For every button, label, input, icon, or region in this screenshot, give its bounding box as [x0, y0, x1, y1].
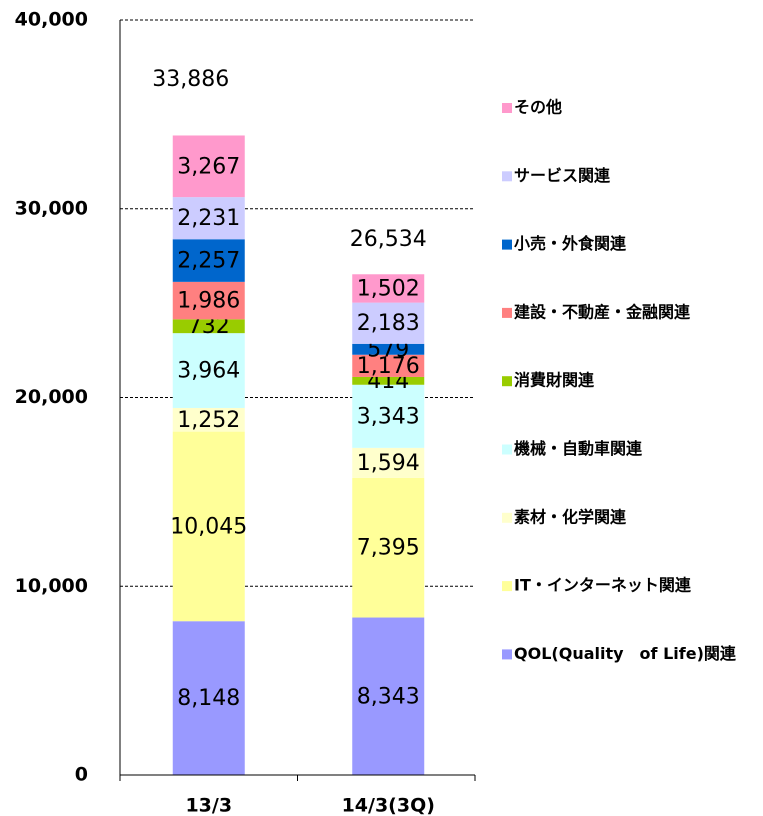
- total-label: 33,886: [152, 67, 229, 92]
- total-label: 26,534: [350, 227, 427, 252]
- data-label: 10,045: [170, 514, 247, 539]
- bar-segment: [352, 447, 425, 478]
- data-label: 1,176: [357, 354, 420, 379]
- bar-segment: [172, 281, 245, 320]
- bar-segment: [172, 407, 245, 432]
- bar-segment: [352, 376, 425, 385]
- y-tick-label: 40,000: [15, 9, 88, 31]
- legend-label: QOL(Quality of Life)関連: [514, 644, 737, 663]
- bar-segment: [352, 617, 425, 775]
- legend-label: 建設・不動産・金融関連: [514, 302, 691, 321]
- bar-segment: [352, 343, 425, 355]
- x-tick-label: 14/3(3Q): [342, 795, 435, 816]
- y-tick-label: 0: [75, 764, 88, 786]
- data-label: 8,148: [177, 686, 240, 711]
- legend-label: その他: [514, 98, 562, 117]
- data-label: 2,231: [177, 206, 240, 231]
- y-tick-label: 20,000: [15, 386, 88, 408]
- legend-swatch: [502, 444, 512, 455]
- legend-label: 小売・外食関連: [514, 234, 627, 253]
- bar-segment: [172, 319, 245, 334]
- x-tick-label: 13/3: [185, 795, 232, 816]
- legend-swatch: [502, 307, 512, 318]
- legend-swatch: [502, 239, 512, 250]
- bar-segment: [172, 621, 245, 775]
- bar-segment: [352, 477, 425, 618]
- legend-swatch: [502, 171, 512, 182]
- data-label: 1,502: [357, 276, 420, 301]
- legend-label: IT・インターネット関連: [514, 576, 692, 595]
- legend-label: 消費財関連: [514, 371, 595, 390]
- bar-segment: [352, 384, 425, 448]
- data-label: 3,267: [177, 154, 240, 179]
- bar-segment: [172, 135, 245, 198]
- data-label: 3,964: [177, 359, 240, 384]
- bar-segment: [172, 333, 245, 408]
- bar-segment: [172, 197, 245, 240]
- y-tick-label: 30,000: [15, 197, 88, 219]
- data-label: 1,986: [177, 289, 240, 314]
- bar-segment: [352, 302, 425, 344]
- data-label: 1,252: [177, 408, 240, 433]
- legend-swatch: [502, 103, 512, 113]
- legend-swatch: [502, 512, 512, 523]
- data-label: 3,343: [357, 404, 420, 429]
- legend-label: 機械・自動車関連: [514, 439, 643, 458]
- legend-label: サービス関連: [514, 166, 611, 185]
- data-label: 2,183: [357, 311, 420, 336]
- bar-segment: [172, 431, 245, 622]
- data-label: 7,395: [357, 536, 420, 561]
- legend-swatch: [502, 649, 512, 660]
- bar-segment: [352, 354, 425, 377]
- bar-segment: [352, 274, 425, 303]
- legend-swatch: [502, 376, 512, 387]
- data-label: 1,594: [357, 451, 420, 476]
- bar-segment: [172, 239, 245, 282]
- legend-label: 素材・化学関連: [514, 507, 627, 526]
- y-tick-label: 10,000: [15, 575, 88, 597]
- data-label: 8,343: [357, 684, 420, 709]
- data-label: 2,257: [177, 249, 240, 274]
- legend-swatch: [502, 581, 512, 592]
